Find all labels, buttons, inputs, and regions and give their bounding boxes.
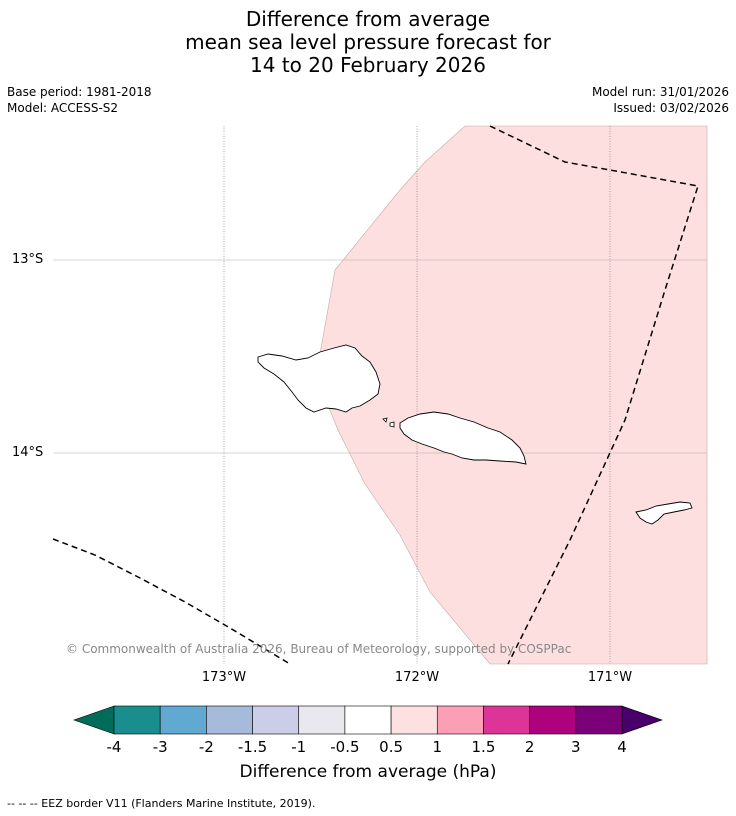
colorbar-label: Difference from average (hPa): [239, 762, 497, 782]
model-run: Model run: 31/01/2026: [591, 85, 729, 99]
lon-label-172w: 172°W: [394, 670, 440, 685]
title-line-1: Difference from average: [245, 7, 491, 31]
colorbar-tick-label: -0.5: [330, 738, 359, 756]
colorbar-segment: [436, 705, 484, 735]
colorbar-tick-label: 4: [617, 738, 627, 756]
colorbar-tick-label: 2: [525, 738, 535, 756]
colorbar-tick-label: 0.5: [379, 738, 403, 756]
colorbar-tick-label: -4: [107, 738, 122, 756]
manono-islet: [382, 417, 388, 423]
colorbar-segment: [206, 705, 253, 735]
colorbar: -4 -3 -2 -1.5 -1 -0.5 0.5 1 1.5 2 3 4: [73, 705, 663, 756]
model-name: Model: ACCESS-S2: [7, 101, 119, 115]
colorbar-tick-label: -1: [291, 738, 306, 756]
colorbar-segment: [529, 705, 577, 735]
meridians: [223, 126, 611, 664]
colorbar-segment: [390, 705, 438, 735]
lat-label-13s: 13°S: [12, 252, 44, 267]
colorbar-over-arrow: [621, 705, 663, 735]
colorbar-tick-label: -2: [199, 738, 214, 756]
lon-label-171w: 171°W: [587, 670, 633, 685]
meta-right: Model run: 31/01/2026 Issued: 03/02/2026: [592, 84, 729, 116]
eez-border-southwest: [52, 538, 291, 665]
savaii-island: [257, 344, 381, 413]
title-line-2: mean sea level pressure forecast for: [185, 30, 551, 54]
eez-footnote: -- -- -- EEZ border V11 (Flanders Marine…: [7, 797, 316, 810]
lon-label-173w: 173°W: [201, 670, 247, 685]
issued-date: Issued: 03/02/2026: [613, 101, 729, 115]
colorbar-segment: [159, 705, 207, 735]
eez-border-east: [489, 125, 699, 665]
colorbar-segment: [344, 705, 392, 735]
upolu-island: [399, 411, 527, 465]
colorbar-under-arrow: [73, 705, 115, 735]
lat-label-14s: 14°S: [12, 445, 44, 460]
colorbar-tick-label: -3: [153, 738, 168, 756]
gridlines: [53, 259, 707, 454]
apolima-islet: [389, 421, 395, 428]
colorbar-segment: [252, 705, 300, 735]
chart-title: Difference from average mean sea level p…: [0, 8, 736, 77]
colorbar-tick-label: 1.5: [472, 738, 496, 756]
colorbar-tick-label: 1: [432, 738, 442, 756]
colorbar-segment: [113, 705, 161, 735]
colorbar-tick-label: -1.5: [238, 738, 267, 756]
meta-left: Base period: 1981-2018 Model: ACCESS-S2: [7, 84, 152, 116]
colorbar-tick-label: 3: [571, 738, 581, 756]
colorbar-segment: [298, 705, 346, 735]
base-period: Base period: 1981-2018: [7, 85, 152, 99]
colorbar-segment: [575, 705, 623, 735]
copyright-notice: © Commonwealth of Australia 2026, Bureau…: [66, 642, 572, 656]
tutuila-island: [635, 501, 693, 525]
map: [52, 125, 708, 665]
title-line-3: 14 to 20 February 2026: [250, 53, 486, 77]
colorbar-segment: [483, 705, 530, 735]
pressure-anomaly-region: [315, 125, 708, 665]
